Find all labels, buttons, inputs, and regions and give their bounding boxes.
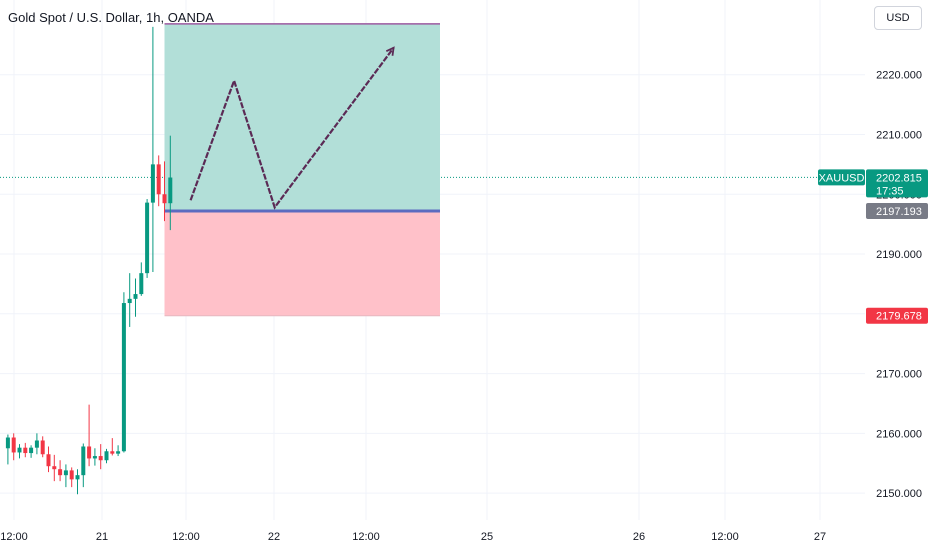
candle-body — [145, 202, 150, 274]
time-tick-label: 12:00 — [352, 531, 380, 543]
candle-body — [29, 447, 34, 454]
price-tick-label: 2150.000 — [876, 488, 922, 500]
candle-body — [17, 447, 22, 453]
position-tool[interactable] — [164, 23, 441, 317]
candle-body — [63, 470, 68, 476]
candle-body — [58, 469, 63, 476]
current-price-label: 2202.815 — [876, 172, 922, 184]
candles — [5, 26, 173, 495]
time-tick-label: 12:00 — [172, 531, 200, 543]
candle-body — [104, 451, 109, 461]
bar-countdown-label: 17:35 — [876, 185, 904, 197]
candle-body — [150, 164, 155, 203]
candle-body — [162, 194, 167, 204]
price-tick-label: 2220.000 — [876, 70, 922, 82]
candle-body — [98, 456, 103, 461]
price-tick-label: 2190.000 — [876, 249, 922, 261]
candle-body — [87, 446, 92, 459]
candle-body — [81, 446, 86, 476]
time-tick-label: 25 — [481, 531, 493, 543]
candle-body — [5, 437, 10, 449]
candle-body — [168, 177, 173, 204]
candle-body — [34, 440, 39, 448]
price-tick-label: 2210.000 — [876, 129, 922, 141]
zigzag-line[interactable] — [189, 47, 395, 210]
candle-body — [75, 475, 80, 480]
symbol-tag-label: XAUUSD — [819, 172, 865, 184]
loss-zone[interactable] — [164, 211, 441, 316]
candle-body — [40, 440, 45, 455]
time-tick-label: 26 — [633, 531, 645, 543]
candle-body — [121, 303, 126, 452]
candle-body — [23, 447, 28, 454]
stop-price-label: 2179.678 — [876, 311, 922, 323]
candle-body — [133, 294, 138, 299]
price-tick-label: 2170.000 — [876, 369, 922, 381]
entry-price-tag — [866, 203, 928, 220]
candle-body — [69, 470, 74, 480]
time-tick-label: 22 — [268, 531, 280, 543]
arrow-head — [385, 46, 395, 56]
current-price-tag — [866, 169, 928, 198]
candle-body — [46, 454, 51, 467]
price-tick-label: 2160.000 — [876, 428, 922, 440]
symbol-tag — [818, 169, 865, 186]
entry-price-label: 2197.193 — [876, 206, 922, 218]
time-tick-label: 12:00 — [0, 531, 28, 543]
candle-body — [11, 437, 16, 453]
candle-body — [139, 273, 144, 295]
candle-body — [127, 298, 132, 304]
currency-button[interactable]: USD — [874, 6, 922, 30]
candle-body — [116, 451, 121, 454]
time-tick-label: 27 — [814, 531, 826, 543]
candle-body — [110, 451, 115, 454]
profit-zone[interactable] — [164, 23, 441, 212]
time-tick-label: 12:00 — [711, 531, 739, 543]
stop-price-tag — [866, 307, 928, 324]
axes: 2150.0002160.0002170.0002180.0002190.000… — [0, 70, 922, 543]
trend-drawing[interactable] — [189, 46, 395, 210]
chart-title: Gold Spot / U.S. Dollar, 1h, OANDA — [8, 10, 214, 25]
time-tick-label: 21 — [96, 531, 108, 543]
candle-body — [92, 456, 97, 459]
candle-body — [52, 466, 57, 470]
candle-body — [156, 164, 161, 195]
